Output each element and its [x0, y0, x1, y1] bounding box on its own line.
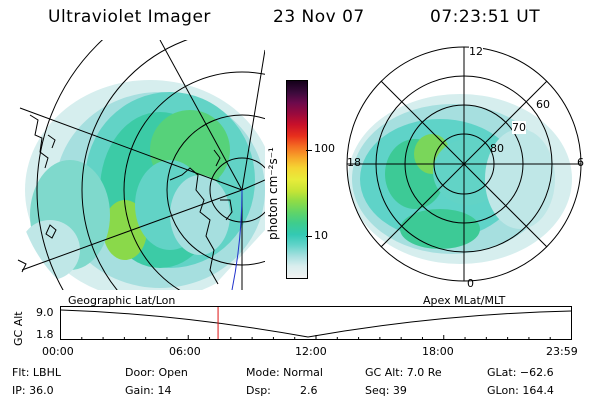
- colorbar-label-100: 100: [314, 142, 335, 155]
- mlt-label-0: 0: [467, 277, 474, 290]
- glon-info: GLon: 164.4: [487, 384, 554, 397]
- altitude-xtick-1: 06:00: [169, 345, 201, 358]
- altitude-ytick-9: 9.0: [36, 306, 54, 319]
- seq-info: Seq: 39: [365, 384, 407, 397]
- colorbar: [286, 80, 308, 279]
- ip-info: IP: 36.0: [12, 384, 54, 397]
- left-aurora-image: [20, 80, 265, 290]
- geographic-map: [17, 40, 265, 290]
- filter-info: Flt: LBHL: [12, 366, 61, 379]
- colorbar-gradient: [287, 81, 307, 278]
- altitude-xtick-3: 18:00: [422, 345, 454, 358]
- altitude-xtick-0: 00:00: [42, 345, 74, 358]
- mlt-label-12: 12: [469, 45, 483, 58]
- coastlines: [17, 114, 233, 285]
- mlat-label-60: 60: [536, 98, 550, 111]
- mlt-label-6: 6: [577, 156, 584, 169]
- gc-alt-info: GC Alt: 7.0 Re: [365, 366, 442, 379]
- date-label: 23 Nov 07: [273, 7, 365, 27]
- colorbar-tick-100: [306, 150, 312, 151]
- altitude-xtick-2: 12:00: [295, 345, 327, 358]
- altitude-plot: [60, 306, 572, 340]
- mode-info: Mode: Normal: [246, 366, 323, 379]
- colorbar-label-10: 10: [314, 229, 328, 242]
- polar-grid: [346, 46, 582, 282]
- altitude-xtick-4: 23:59: [546, 345, 578, 358]
- polar-plot: [346, 46, 582, 282]
- dsp-value: 2.6: [300, 384, 318, 397]
- left-panel-caption: Geographic Lat/Lon: [68, 294, 176, 307]
- colorbar-unit-label: photon cm⁻²s⁻¹: [266, 147, 280, 240]
- instrument-title: Ultraviolet Imager: [48, 7, 211, 27]
- mlt-label-18: 18: [347, 156, 361, 169]
- right-aurora-image: [347, 47, 581, 264]
- door-info: Door: Open: [125, 366, 188, 379]
- dsp-label: Dsp:: [246, 384, 271, 397]
- time-label: 07:23:51 UT: [430, 7, 541, 27]
- colorbar-tick-10: [306, 236, 312, 237]
- mlat-label-70: 70: [512, 121, 526, 134]
- glat-info: GLat: −62.6: [487, 366, 554, 379]
- geo-grid: [19, 40, 265, 290]
- reference-meridian: [231, 189, 243, 290]
- mlat-label-80: 80: [490, 142, 504, 155]
- altitude-ytick-1-8: 1.8: [36, 328, 54, 341]
- right-panel-caption: Apex MLat/MLT: [423, 294, 506, 307]
- altitude-ylabel: GC Alt: [12, 311, 25, 346]
- altitude-curve: [60, 309, 572, 338]
- gain-info: Gain: 14: [125, 384, 172, 397]
